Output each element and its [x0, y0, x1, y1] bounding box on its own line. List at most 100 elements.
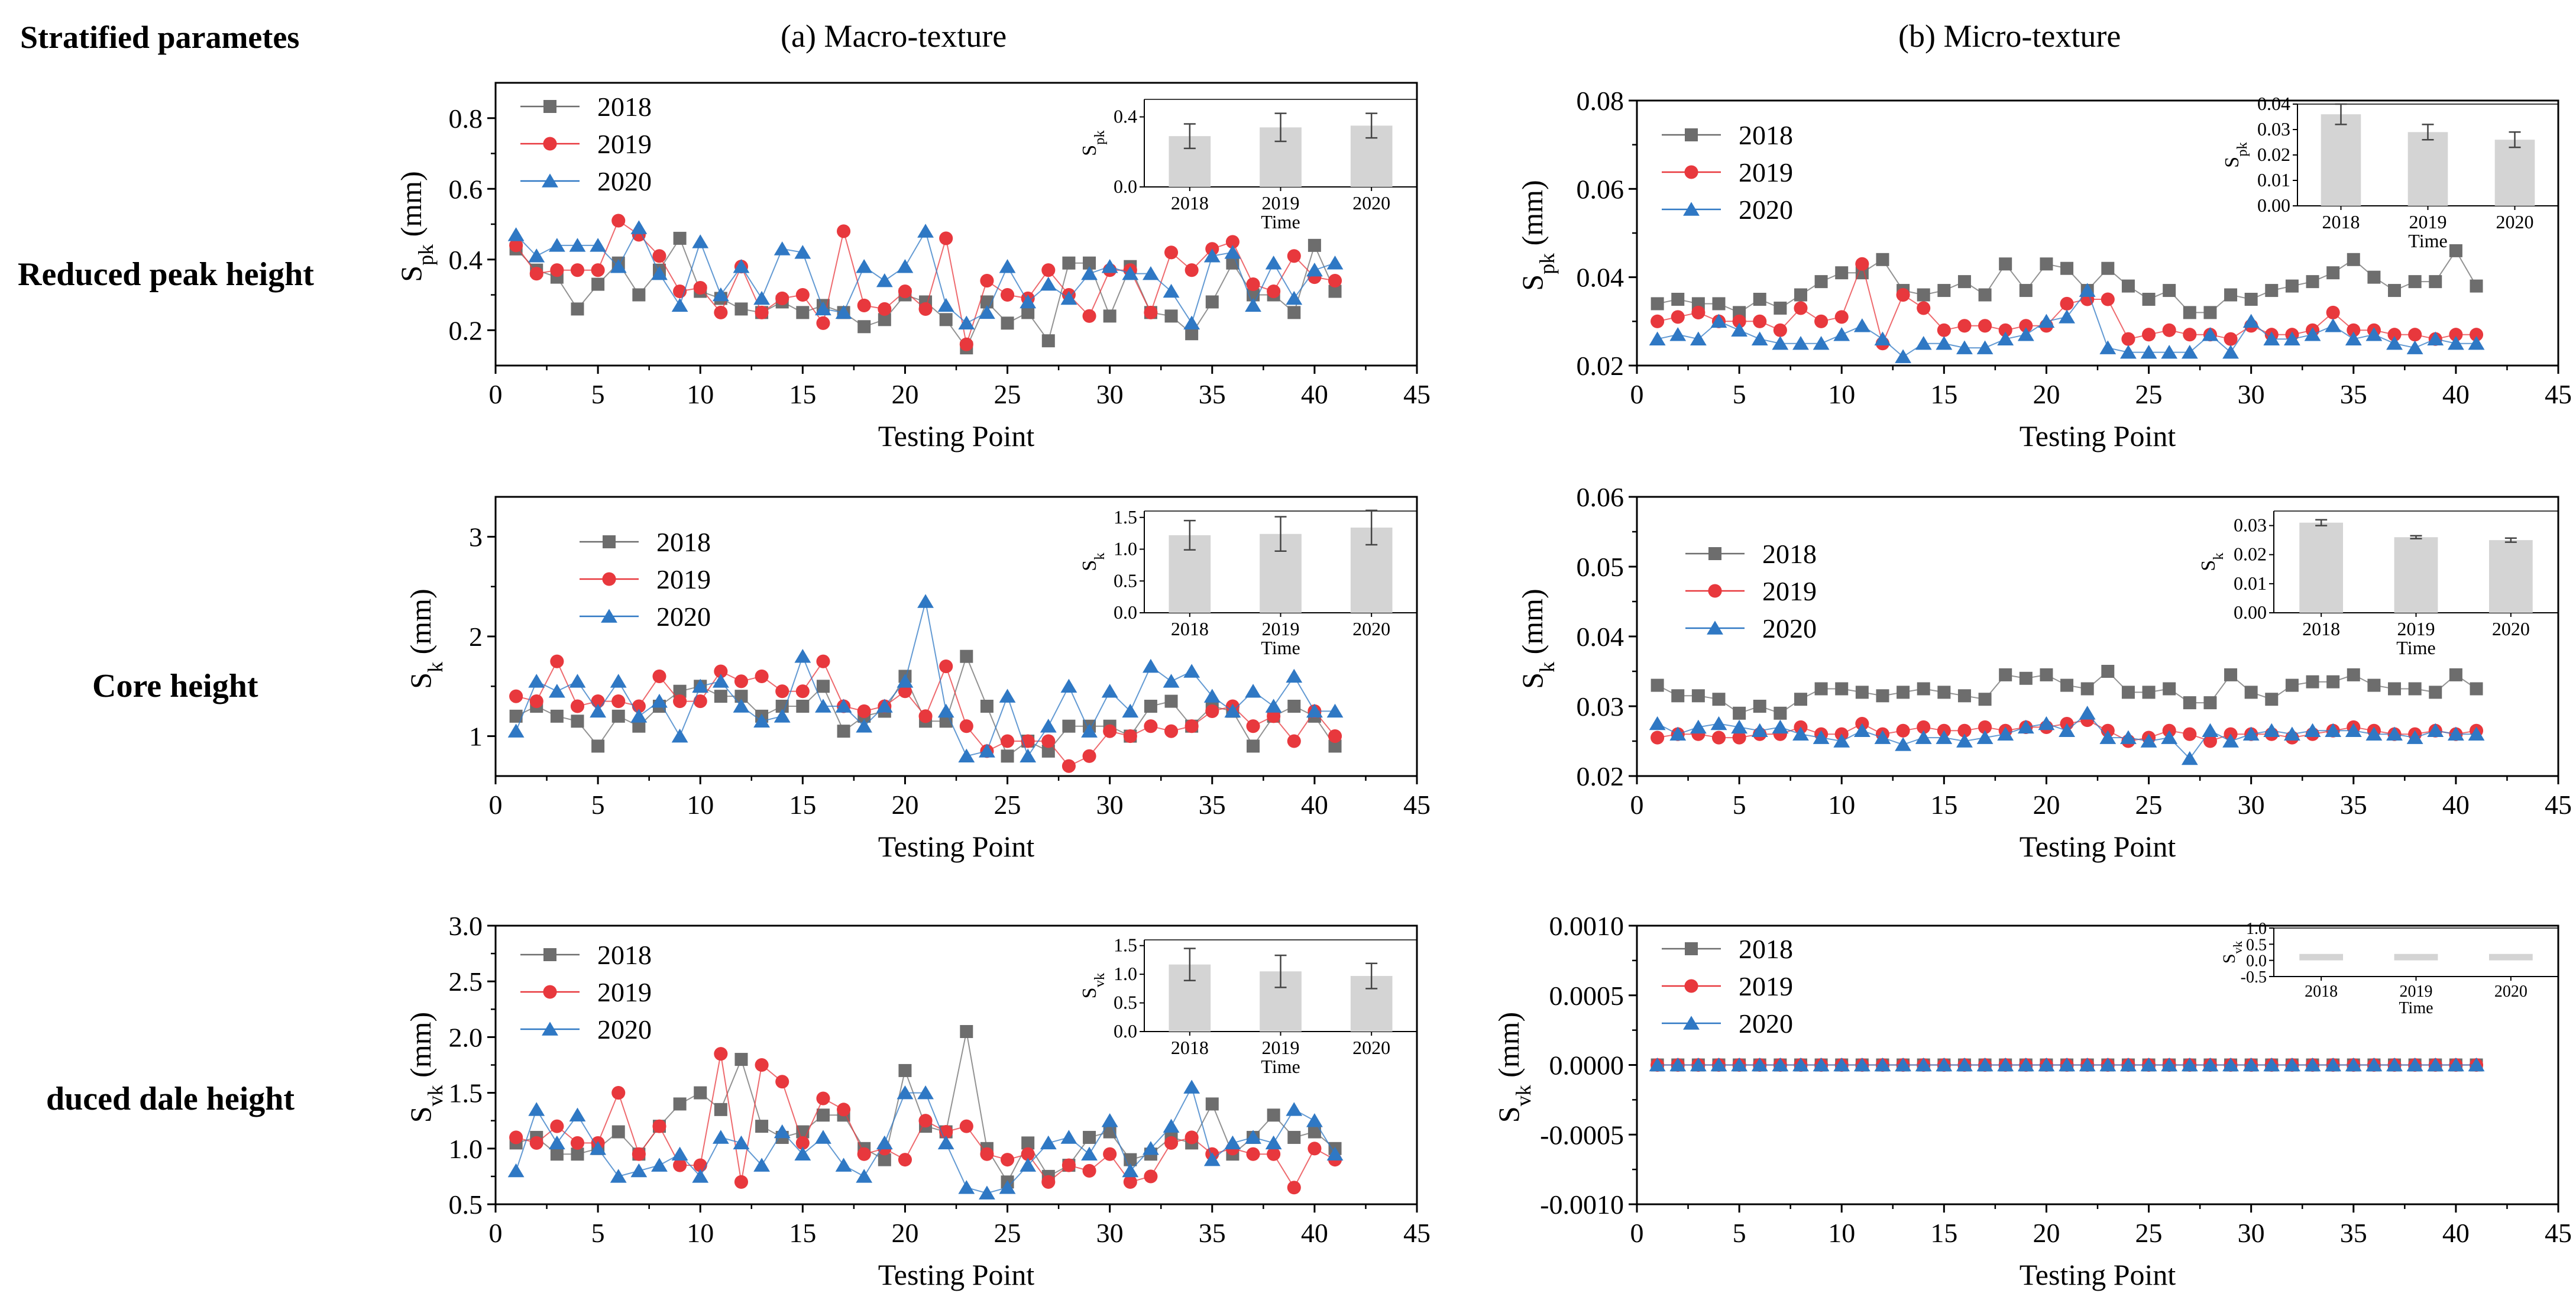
x-tick-label: 5: [1733, 379, 1746, 409]
inset-bar-chart-b3: -0.50.00.51.0 2018 2019 2020 Time Svk: [2219, 920, 2559, 1017]
y-tick-label: 2.0: [449, 1022, 483, 1052]
y-tick-label: -0.0010: [1540, 1189, 1624, 1220]
data-point-2018: [2060, 261, 2074, 275]
data-point-2020: [1203, 1152, 1221, 1166]
data-point-2020: [979, 743, 995, 758]
data-point-2020: [1690, 331, 1707, 345]
inset-y-tick-label: 0.03: [2257, 118, 2290, 140]
data-point-2018: [714, 1103, 727, 1116]
x-tick-label: 0: [489, 790, 503, 820]
legend-label-2019: 2019: [1739, 157, 1793, 188]
data-point-2018: [571, 715, 584, 728]
data-point-2020: [2283, 1057, 2300, 1072]
data-point-2018: [2285, 279, 2299, 293]
series-2020: [1649, 1057, 2485, 1072]
data-point-2020: [2365, 726, 2383, 741]
data-point-2019: [837, 224, 851, 238]
data-point-2019: [1246, 1147, 1260, 1161]
data-point-2018: [1876, 253, 1889, 266]
data-point-2020: [2099, 1057, 2117, 1072]
data-point-2018: [1267, 1108, 1280, 1122]
data-point-2018: [550, 709, 564, 723]
legend-marker-2018: [1685, 128, 1698, 141]
data-point-2020: [2059, 1057, 2075, 1072]
y-axis-label: Svk (mm): [404, 1012, 447, 1123]
data-point-2020: [2202, 723, 2219, 738]
data-point-2020: [2345, 1057, 2362, 1072]
inset-bar-chart-b1: 0.00 0.01 0.02 0.03 0.04 2018 2019 2020 Time Spk: [2221, 93, 2559, 251]
row-label-core-height: Core height: [92, 668, 258, 704]
inset-y-axis-label: Sk: [1079, 552, 1108, 571]
data-point-2019: [816, 316, 830, 330]
data-point-2020: [590, 703, 607, 718]
chart-panel-a2: 0 5 10 15 20 25 30 35 40 45 Testing Point 1 2 3 Sk (mm…: [404, 496, 1431, 863]
data-point-2020: [1245, 684, 1261, 698]
data-point-2019: [1287, 249, 1301, 263]
inset-bar-2018: [2299, 953, 2344, 961]
data-point-2020: [1245, 1130, 1261, 1144]
data-point-2020: [2202, 1057, 2219, 1072]
x-tick-label: 45: [1403, 379, 1431, 409]
data-point-2020: [1306, 1113, 1323, 1127]
inset-x-axis-label: Time: [2399, 999, 2433, 1017]
data-point-2019: [1855, 257, 1869, 271]
data-point-2018: [1835, 266, 1849, 280]
data-point-2020: [1081, 723, 1098, 738]
legend-label-2020: 2020: [597, 1014, 652, 1045]
data-point-2018: [571, 302, 584, 316]
data-point-2019: [611, 694, 626, 709]
x-tick-label: 20: [2033, 790, 2060, 820]
inset-y-tick-label: 0.0: [2246, 952, 2267, 971]
x-axis-label: Testing Point: [2020, 1258, 2176, 1291]
data-point-2020: [610, 1169, 627, 1183]
data-point-2018: [1978, 288, 1992, 302]
series-2018: [1651, 665, 2483, 720]
data-point-2020: [1813, 336, 1830, 350]
data-point-2019: [1001, 734, 1015, 748]
data-point-2019: [2449, 328, 2463, 342]
data-point-2020: [2468, 336, 2485, 350]
data-point-2020: [753, 290, 771, 305]
data-point-2018: [2101, 665, 2115, 678]
data-point-2020: [2263, 1057, 2280, 1072]
data-point-2020: [2386, 726, 2403, 741]
data-point-2020: [1997, 331, 2014, 345]
data-point-2020: [651, 693, 668, 708]
x-tick-label: 10: [1828, 790, 1855, 820]
legend-marker-2020: [601, 609, 617, 623]
inset-bar-2019: [2394, 953, 2438, 961]
data-point-2018: [1733, 706, 1746, 720]
data-point-2019: [529, 267, 543, 281]
data-point-2019: [1896, 287, 1910, 302]
x-tick-label: 35: [1199, 379, 1226, 409]
data-point-2018: [2142, 293, 2156, 306]
data-point-2020: [651, 1158, 668, 1172]
inset-x-tick-label: 2020: [1352, 192, 1390, 214]
legend-marker-2018: [603, 535, 616, 548]
data-point-2019: [959, 1119, 973, 1133]
data-point-2020: [1772, 336, 1789, 350]
data-point-2020: [733, 259, 750, 273]
data-point-2018: [1287, 306, 1301, 319]
data-point-2020: [1751, 331, 1768, 345]
data-point-2019: [652, 669, 666, 683]
series-2020: [507, 1079, 1344, 1200]
y-tick-label: 1: [469, 722, 483, 752]
y-axis-label: Spk (mm): [1516, 180, 1559, 290]
data-point-2019: [1123, 729, 1137, 743]
inset-y-tick-label: 0.5: [1114, 992, 1137, 1013]
data-point-2020: [897, 1085, 914, 1100]
legend-label-2020: 2020: [1739, 1008, 1793, 1039]
x-tick-label: 45: [2545, 1218, 2572, 1248]
data-point-2020: [712, 674, 729, 688]
x-tick-label: 10: [687, 379, 714, 409]
inset-x-tick-label: 2019: [1262, 192, 1300, 214]
inset-y-tick-label: 0.04: [2257, 93, 2290, 114]
y-tick-label: 0.06: [1577, 482, 1624, 512]
legend-marker-2018: [1685, 942, 1698, 955]
data-point-2019: [918, 709, 933, 723]
data-point-2018: [1835, 682, 1849, 696]
data-point-2019: [1794, 301, 1808, 315]
x-tick-label: 15: [1930, 790, 1957, 820]
